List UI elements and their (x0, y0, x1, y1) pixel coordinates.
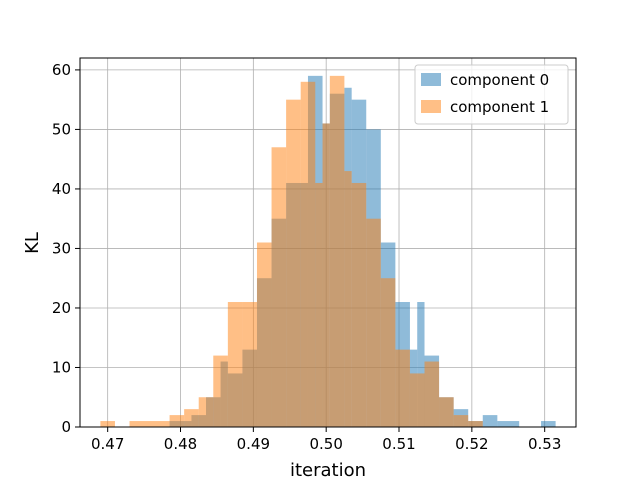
legend-swatch-component-1 (421, 100, 441, 113)
histogram-bar (256, 242, 272, 427)
histogram-bar (213, 355, 228, 427)
y-tick-label: 10 (52, 358, 71, 376)
histogram-bar (409, 373, 425, 427)
histogram-bar (329, 75, 345, 428)
histogram-bar (366, 218, 381, 427)
legend-swatch-component-0 (421, 73, 441, 86)
histogram-bar (286, 99, 301, 428)
y-tick-label: 50 (52, 120, 71, 138)
series-component-1 (100, 75, 483, 428)
histogram-bar (315, 182, 323, 427)
y-tick-label: 40 (52, 180, 71, 198)
x-gridlines (107, 58, 546, 427)
histogram-bar (242, 302, 257, 427)
histogram-bar (100, 421, 115, 427)
histogram-bar (453, 415, 469, 427)
y-tick-label: 0 (61, 418, 71, 436)
histogram-bar (169, 415, 185, 427)
histogram-bar (395, 349, 410, 427)
y-tick-label: 30 (52, 239, 71, 257)
histogram-bar (271, 147, 287, 427)
histogram-series (100, 75, 556, 428)
y-tick-label: 20 (52, 299, 71, 317)
x-tick-label: 0.52 (455, 435, 488, 453)
histogram-bar (129, 421, 156, 427)
histogram-bar (468, 421, 483, 427)
y-axis-title: KL (22, 232, 43, 254)
histogram-bar (300, 81, 316, 427)
x-tick-label: 0.49 (237, 435, 270, 453)
histogram-bar (155, 421, 170, 427)
legend: component 0 component 1 (414, 64, 569, 125)
histogram-bar (497, 421, 520, 427)
x-axis-title: iteration (290, 460, 366, 480)
y-axis-ticks: 0 10 20 30 40 50 60 (52, 61, 80, 436)
x-tick-label: 0.48 (164, 435, 197, 453)
legend-label-component-0: component 0 (450, 71, 549, 89)
histogram-bar (184, 409, 199, 427)
x-axis-ticks: 0.47 0.48 0.49 0.50 0.51 0.52 0.53 (91, 427, 561, 453)
histogram-bar (439, 397, 454, 427)
histogram-bar (541, 421, 556, 427)
histogram-bar (380, 278, 396, 427)
y-tick-label: 60 (52, 61, 71, 79)
histogram-bar (344, 171, 352, 427)
x-tick-label: 0.53 (528, 435, 561, 453)
histogram-bar (482, 415, 498, 427)
histogram-bar (322, 123, 330, 427)
histogram-bar (351, 182, 367, 427)
histogram-bar (198, 397, 214, 427)
x-tick-label: 0.50 (309, 435, 342, 453)
legend-frame (414, 64, 569, 125)
legend-label-component-1: component 1 (450, 98, 549, 116)
plot-frame (79, 57, 577, 428)
histogram-bar (424, 361, 440, 427)
x-tick-label: 0.47 (91, 435, 124, 453)
x-tick-label: 0.51 (382, 435, 415, 453)
histogram-bar (227, 302, 243, 427)
histogram-bar (417, 302, 425, 427)
